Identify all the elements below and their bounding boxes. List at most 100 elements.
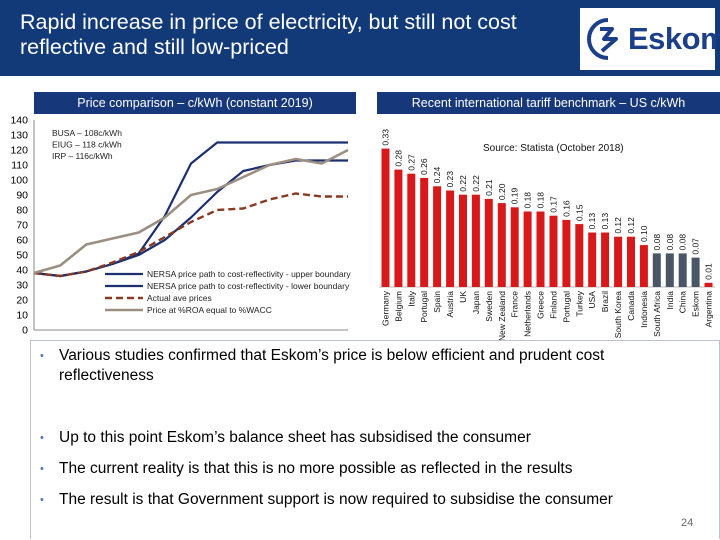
- bar-chart-title: Recent international tariff benchmark – …: [377, 92, 720, 114]
- eskom-logo: Eskom: [580, 8, 720, 70]
- series-line: [33, 159, 348, 278]
- category-label: UK: [458, 291, 468, 303]
- bullet-text: The current reality is that this is no m…: [59, 460, 573, 477]
- category-label: South Korea: [613, 291, 623, 339]
- category-label: Spain: [432, 291, 442, 313]
- bullet-dot-icon: •: [40, 494, 44, 506]
- bullet-text: Up to this point Eskom’s balance sheet h…: [59, 429, 531, 446]
- slide-header: Rapid increase in price of electricity, …: [0, 0, 720, 76]
- chart-annotation: BUSA – 108c/kWh: [52, 128, 122, 138]
- bar: [665, 253, 674, 287]
- y-tick-label: 50: [16, 250, 28, 262]
- y-tick-label: 30: [16, 280, 28, 292]
- y-tick-label: 70: [16, 220, 28, 232]
- bar: [601, 232, 610, 287]
- logo-text: Eskom: [628, 21, 720, 56]
- bar: [433, 186, 442, 287]
- bullet-item: • Up to this point Eskom’s balance sheet…: [40, 428, 690, 448]
- category-label: India: [665, 291, 675, 310]
- category-label: USA: [587, 291, 597, 309]
- chart-annotation: IRP – 116c/kWh: [52, 151, 113, 161]
- bar-value-label: 0.22: [458, 175, 468, 192]
- bar-value-label: 0.08: [652, 234, 662, 251]
- bullet-dot-icon: •: [40, 432, 44, 444]
- series-line: [33, 148, 349, 275]
- bar-value-label: 0.01: [704, 263, 714, 280]
- y-tick-label: 60: [16, 235, 28, 247]
- bar: [420, 177, 429, 287]
- category-label: France: [510, 291, 520, 318]
- bar: [394, 169, 403, 287]
- bar: [691, 257, 700, 287]
- line-chart: 0102030405060708090100110120130140200720…: [10, 115, 351, 337]
- bar-value-label: 0.13: [587, 213, 597, 230]
- category-label: Portugal: [561, 291, 571, 323]
- bullet-item: • Various studies confirmed that Eskom’s…: [40, 346, 690, 386]
- bar: [704, 282, 713, 287]
- eskom-logo-icon: [587, 18, 618, 60]
- y-tick-label: 140: [10, 115, 28, 127]
- bar-value-label: 0.19: [510, 187, 520, 204]
- category-label: Japan: [471, 291, 481, 314]
- bar-value-label: 0.22: [471, 175, 481, 192]
- bar-value-label: 0.17: [548, 196, 558, 213]
- bar: [407, 173, 416, 287]
- y-tick-label: 20: [16, 295, 28, 307]
- bar-value-label: 0.18: [536, 192, 546, 209]
- category-label: Argentina: [704, 291, 714, 328]
- bar-value-label: 0.18: [523, 192, 533, 209]
- line-chart-title: Price comparison – c/kWh (constant 2019): [34, 92, 356, 114]
- legend-label: Actual ave prices: [147, 293, 212, 303]
- category-label: New Zealand: [497, 291, 507, 341]
- category-label: Greece: [536, 291, 546, 319]
- category-label: Italy: [406, 290, 416, 306]
- bar: [639, 245, 648, 287]
- bar: [614, 236, 623, 287]
- bar: [536, 211, 545, 287]
- legend-label: NERSA price path to cost-reflectivity - …: [147, 269, 351, 279]
- bar: [575, 224, 584, 287]
- bar-value-label: 0.07: [691, 238, 701, 255]
- bar-value-label: 0.12: [626, 217, 636, 234]
- bar: [549, 215, 558, 287]
- y-tick-label: 110: [11, 160, 28, 172]
- bar-value-label: 0.10: [639, 225, 649, 242]
- bar-value-label: 0.12: [613, 217, 623, 234]
- category-label: Austria: [445, 291, 455, 318]
- page-number: 24: [681, 517, 694, 529]
- bar-value-label: 0.33: [380, 129, 390, 146]
- bar: [652, 253, 661, 287]
- bar-value-label: 0.26: [419, 158, 429, 175]
- y-tick-label: 90: [16, 190, 28, 202]
- bar-value-label: 0.28: [393, 150, 403, 167]
- category-label: Portugal: [419, 291, 429, 323]
- bar-value-label: 0.21: [484, 179, 494, 196]
- legend-label: Price at %ROA equal to %WACC: [147, 305, 272, 315]
- category-label: Finland: [548, 291, 558, 319]
- category-label: Canada: [626, 291, 636, 321]
- bar: [459, 194, 467, 287]
- bar: [484, 198, 493, 287]
- y-tick-label: 0: [22, 325, 28, 337]
- bar-value-label: 0.08: [665, 234, 675, 251]
- bar-chart: Source: Statista (October 2018) 0.33 Germa…: [379, 129, 715, 341]
- category-label: South Africa: [652, 291, 662, 337]
- bar: [627, 236, 635, 287]
- y-tick-label: 80: [16, 205, 28, 217]
- category-label: Sweden: [484, 291, 494, 322]
- bar-value-label: 0.13: [600, 213, 610, 230]
- series-line: [33, 192, 348, 278]
- bar: [678, 253, 687, 287]
- category-label: Netherlands: [523, 291, 533, 337]
- bar-value-label: 0.24: [432, 167, 442, 184]
- category-label: Turkey: [574, 290, 584, 316]
- legend-label: NERSA price path to cost-reflectivity - …: [147, 281, 350, 291]
- bar: [471, 194, 480, 287]
- y-tick-label: 130: [10, 130, 28, 142]
- bar-value-label: 0.15: [574, 204, 584, 221]
- bullet-dot-icon: •: [40, 350, 44, 362]
- bar-value-label: 0.08: [678, 234, 688, 251]
- y-tick-label: 10: [16, 310, 28, 322]
- y-tick-label: 100: [10, 175, 28, 187]
- bullet-text: Various studies confirmed that Eskom’s p…: [59, 347, 605, 384]
